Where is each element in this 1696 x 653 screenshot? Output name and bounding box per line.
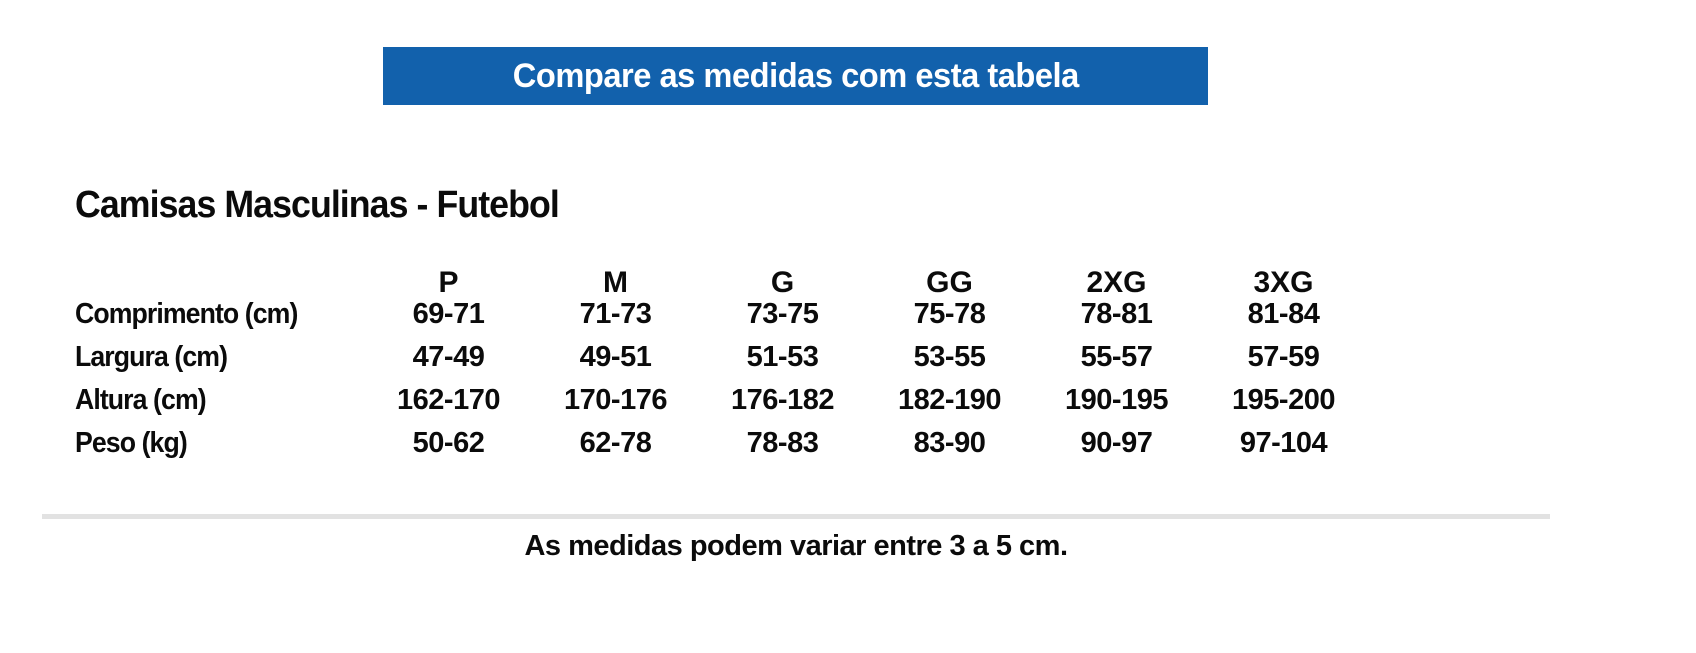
table-cell: 55-57 bbox=[1080, 341, 1153, 373]
table-cell: 57-59 bbox=[1247, 341, 1320, 373]
table-cell: 182-190 bbox=[898, 384, 1001, 416]
column-header-gg: GG bbox=[926, 266, 973, 299]
table-cell: 190-195 bbox=[1065, 384, 1168, 416]
banner: Compare as medidas com esta tabela bbox=[383, 47, 1208, 105]
divider bbox=[42, 514, 1550, 519]
row-label-altura: Altura (cm) bbox=[75, 384, 207, 416]
column-header-3xg: 3XG bbox=[1253, 266, 1314, 299]
table-cell: 195-200 bbox=[1232, 384, 1335, 416]
table-cell: 81-84 bbox=[1247, 298, 1320, 330]
row-label-comprimento: Comprimento (cm) bbox=[75, 298, 298, 330]
column-header-2xg: 2XG bbox=[1086, 266, 1147, 299]
table-cell: 53-55 bbox=[913, 341, 986, 373]
table-cell: 97-104 bbox=[1239, 427, 1328, 459]
table-cell: 90-97 bbox=[1080, 427, 1153, 459]
section-title: Camisas Masculinas - Futebol bbox=[75, 184, 560, 226]
row-label-largura: Largura (cm) bbox=[75, 341, 228, 373]
table-cell: 51-53 bbox=[746, 341, 819, 373]
table-cell: 78-81 bbox=[1080, 298, 1153, 330]
footer-note: As medidas podem variar entre 3 a 5 cm. bbox=[524, 530, 1068, 562]
table-cell: 162-170 bbox=[397, 384, 500, 416]
table-cell: 83-90 bbox=[913, 427, 986, 459]
column-header-p: P bbox=[438, 266, 459, 299]
table-cell: 62-78 bbox=[579, 427, 652, 459]
table-cell: 75-78 bbox=[913, 298, 986, 330]
table-cell: 69-71 bbox=[412, 298, 485, 330]
table-cell: 50-62 bbox=[412, 427, 485, 459]
table-cell: 71-73 bbox=[579, 298, 652, 330]
table-cell: 176-182 bbox=[731, 384, 834, 416]
table-cell: 47-49 bbox=[412, 341, 485, 373]
row-label-peso: Peso (kg) bbox=[75, 427, 188, 459]
size-table: P M G GG 2XG 3XG Comprimento (cm) 69-71 … bbox=[75, 250, 1367, 465]
column-header-g: G bbox=[770, 266, 795, 299]
table-cell: 73-75 bbox=[746, 298, 819, 330]
banner-title: Compare as medidas com esta tabela bbox=[512, 56, 1079, 95]
table-cell: 49-51 bbox=[579, 341, 652, 373]
column-header-m: M bbox=[603, 266, 628, 299]
table-cell: 170-176 bbox=[564, 384, 667, 416]
table-cell: 78-83 bbox=[746, 427, 819, 459]
